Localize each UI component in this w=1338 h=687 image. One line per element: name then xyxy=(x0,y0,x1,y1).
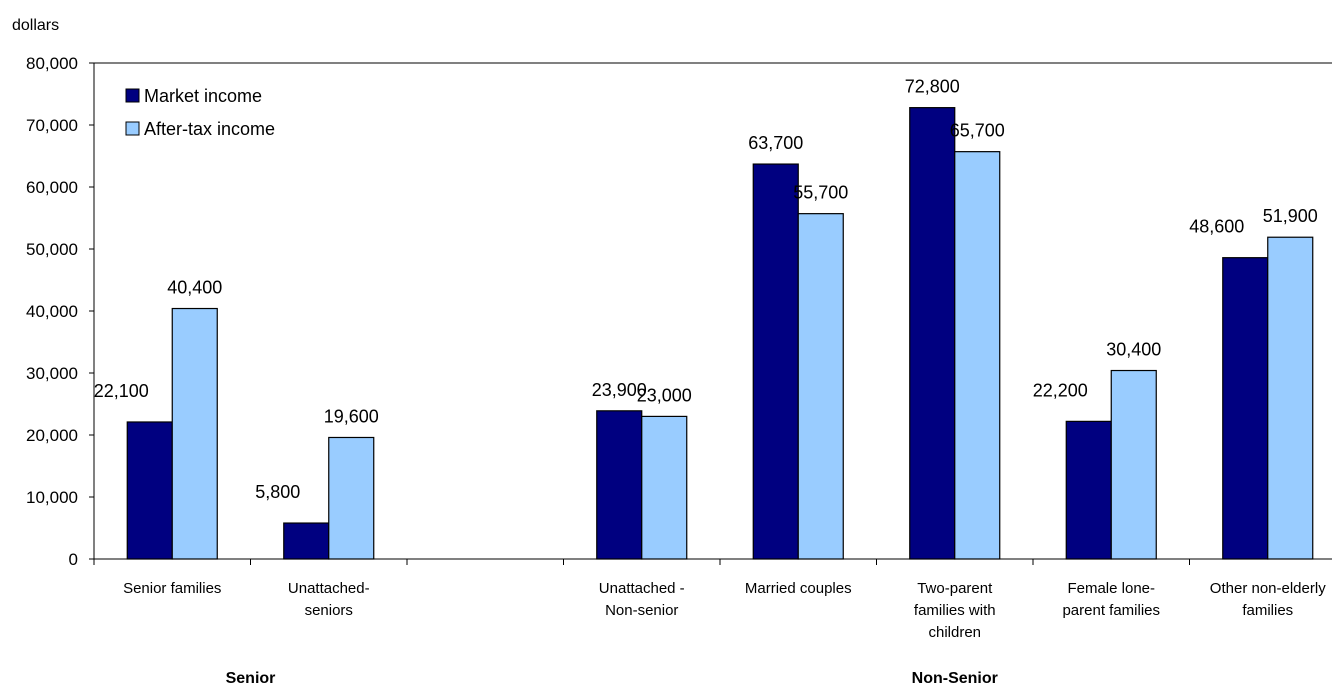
bar-market-income xyxy=(752,163,799,560)
y-tick-label: 40,000 xyxy=(26,302,78,321)
category-label: Married couples xyxy=(745,580,852,597)
y-tick-label: 60,000 xyxy=(26,178,78,197)
y-tick-label: 20,000 xyxy=(26,426,78,445)
data-label: 23,900 xyxy=(592,380,647,400)
data-label: 72,800 xyxy=(905,77,960,97)
data-label: 30,400 xyxy=(1106,340,1161,360)
y-tick-label: 30,000 xyxy=(26,364,78,383)
category-label: Non-senior xyxy=(605,602,678,619)
category-label: Two-parent xyxy=(917,580,993,597)
bar-market-income xyxy=(283,522,330,560)
data-label: 19,600 xyxy=(324,406,379,426)
y-axis-unit-label: dollars xyxy=(12,17,59,34)
bar-after-tax-income xyxy=(641,415,688,560)
bar-market-income xyxy=(596,410,643,560)
y-tick-label: 10,000 xyxy=(26,488,78,507)
bar-after-tax-income xyxy=(797,213,844,560)
group-label: Non-Senior xyxy=(912,670,998,687)
data-label: 51,900 xyxy=(1263,206,1318,226)
legend-swatch-market-income xyxy=(125,88,140,103)
group-label: Senior xyxy=(226,670,276,687)
bar-after-tax-income xyxy=(171,307,218,560)
y-tick-label: 80,000 xyxy=(26,54,78,73)
data-label: 22,200 xyxy=(1033,380,1088,400)
data-label: 48,600 xyxy=(1189,217,1244,237)
category-label: Other non-elderly xyxy=(1210,580,1326,597)
category-label: families xyxy=(1242,602,1293,619)
category-label: seniors xyxy=(305,602,353,619)
data-label: 40,400 xyxy=(167,278,222,298)
bar-after-tax-income xyxy=(328,436,375,560)
category-label: parent families xyxy=(1062,602,1160,619)
category-label: children xyxy=(928,624,981,641)
bar-after-tax-income xyxy=(1267,236,1314,560)
data-label: 55,700 xyxy=(793,183,848,203)
data-label: 65,700 xyxy=(950,121,1005,141)
bar-market-income xyxy=(1222,257,1269,560)
data-label: 63,700 xyxy=(748,133,803,153)
bar-after-tax-income xyxy=(1110,369,1157,560)
category-label: Female lone- xyxy=(1067,580,1155,597)
legend-swatch-after-tax-income xyxy=(125,121,140,136)
bar-market-income xyxy=(1065,420,1112,560)
bar-after-tax-income xyxy=(954,151,1001,560)
legend-label: After-tax income xyxy=(144,119,275,139)
y-tick-label: 50,000 xyxy=(26,240,78,259)
bar-market-income xyxy=(126,421,173,560)
y-tick-label: 70,000 xyxy=(26,116,78,135)
legend: Market income After-tax income xyxy=(125,86,275,139)
legend-label: Market income xyxy=(144,86,262,106)
category-label: families with xyxy=(914,602,996,619)
category-label: Senior families xyxy=(123,580,221,597)
data-label: 5,800 xyxy=(255,482,300,502)
category-label: Unattached - xyxy=(599,580,685,597)
data-label: 23,000 xyxy=(637,385,692,405)
data-label: 22,100 xyxy=(94,381,149,401)
bar-market-income xyxy=(909,107,956,560)
y-tick-label: 0 xyxy=(69,550,78,569)
category-label: Unattached- xyxy=(288,580,370,597)
